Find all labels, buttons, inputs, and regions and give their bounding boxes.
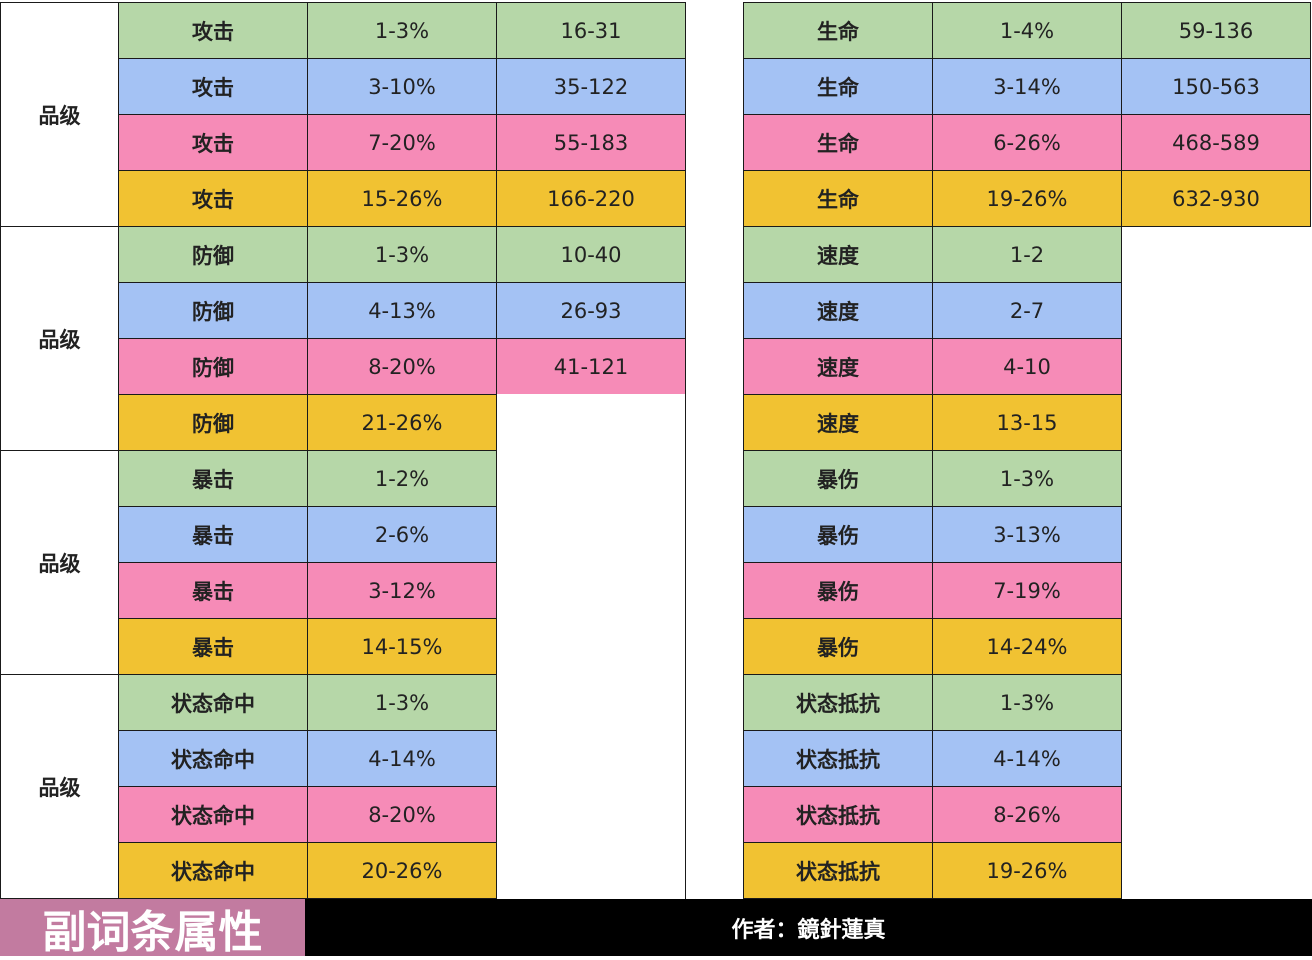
stat-name: 攻击 bbox=[118, 2, 308, 59]
percent-range: 1-4% bbox=[932, 2, 1122, 59]
stat-name: 防御 bbox=[118, 394, 308, 451]
flat-range: 468-589 bbox=[1121, 114, 1311, 171]
percent-range: 3-13% bbox=[932, 506, 1122, 563]
flat-range: 16-31 bbox=[496, 2, 686, 59]
percent-range: 1-3% bbox=[307, 2, 497, 59]
stat-name: 状态命中 bbox=[118, 842, 308, 899]
stat-name: 生命 bbox=[743, 58, 933, 115]
percent-range: 1-3% bbox=[307, 226, 497, 283]
flat-range: 41-121 bbox=[496, 338, 686, 395]
percent-range: 19-26% bbox=[932, 170, 1122, 227]
percent-range: 3-10% bbox=[307, 58, 497, 115]
stat-name: 暴击 bbox=[118, 506, 308, 563]
percent-range: 3-12% bbox=[307, 562, 497, 619]
percent-range: 19-26% bbox=[932, 842, 1122, 899]
stat-name: 速度 bbox=[743, 394, 933, 451]
stat-name: 状态抵抗 bbox=[743, 842, 933, 899]
stat-name: 攻击 bbox=[118, 58, 308, 115]
stat-name: 暴击 bbox=[118, 618, 308, 675]
percent-range: 4-10 bbox=[932, 338, 1122, 395]
stat-name: 暴伤 bbox=[743, 618, 933, 675]
footer-author: 作者：鏡針蓮真 bbox=[731, 917, 886, 943]
percent-range: 15-26% bbox=[307, 170, 497, 227]
stat-name: 状态抵抗 bbox=[743, 786, 933, 843]
empty-cell bbox=[496, 674, 686, 731]
percent-range: 8-26% bbox=[932, 786, 1122, 843]
percent-range: 4-14% bbox=[932, 730, 1122, 787]
flat-range: 166-220 bbox=[496, 170, 686, 227]
stat-name: 状态命中 bbox=[118, 786, 308, 843]
percent-range: 1-2 bbox=[932, 226, 1122, 283]
percent-range: 7-20% bbox=[307, 114, 497, 171]
percent-range: 1-3% bbox=[932, 450, 1122, 507]
stat-name: 暴伤 bbox=[743, 450, 933, 507]
stat-name: 状态抵抗 bbox=[743, 730, 933, 787]
percent-range: 8-20% bbox=[307, 786, 497, 843]
flat-range: 59-136 bbox=[1121, 2, 1311, 59]
stat-name: 防御 bbox=[118, 226, 308, 283]
percent-range: 1-3% bbox=[307, 674, 497, 731]
empty-cell bbox=[496, 730, 686, 787]
empty-cell bbox=[496, 394, 686, 451]
percent-range: 2-6% bbox=[307, 506, 497, 563]
stat-name: 暴伤 bbox=[743, 506, 933, 563]
percent-range: 20-26% bbox=[307, 842, 497, 899]
percent-range: 14-24% bbox=[932, 618, 1122, 675]
flat-range: 26-93 bbox=[496, 282, 686, 339]
grade-label: 品级 bbox=[0, 2, 119, 227]
stat-name: 生命 bbox=[743, 2, 933, 59]
flat-range: 632-930 bbox=[1121, 170, 1311, 227]
empty-cell bbox=[496, 506, 686, 563]
percent-range: 7-19% bbox=[932, 562, 1122, 619]
stat-name: 攻击 bbox=[118, 114, 308, 171]
percent-range: 8-20% bbox=[307, 338, 497, 395]
stat-name: 生命 bbox=[743, 114, 933, 171]
percent-range: 1-3% bbox=[932, 674, 1122, 731]
stat-name: 暴击 bbox=[118, 450, 308, 507]
footer-title: 副词条属性 bbox=[0, 899, 305, 958]
footer-bar bbox=[305, 899, 1312, 956]
percent-range: 14-15% bbox=[307, 618, 497, 675]
empty-cell bbox=[496, 562, 686, 619]
percent-range: 21-26% bbox=[307, 394, 497, 451]
grade-label: 品级 bbox=[0, 674, 119, 899]
stat-name: 状态抵抗 bbox=[743, 674, 933, 731]
flat-range: 150-563 bbox=[1121, 58, 1311, 115]
percent-range: 13-15 bbox=[932, 394, 1122, 451]
percent-range: 6-26% bbox=[932, 114, 1122, 171]
empty-cell bbox=[496, 786, 686, 843]
stat-name: 速度 bbox=[743, 282, 933, 339]
flat-range: 35-122 bbox=[496, 58, 686, 115]
stat-name: 状态命中 bbox=[118, 674, 308, 731]
flat-range: 10-40 bbox=[496, 226, 686, 283]
grade-label: 品级 bbox=[0, 226, 119, 451]
stat-name: 暴击 bbox=[118, 562, 308, 619]
percent-range: 2-7 bbox=[932, 282, 1122, 339]
flat-range: 55-183 bbox=[496, 114, 686, 171]
percent-range: 3-14% bbox=[932, 58, 1122, 115]
stat-name: 防御 bbox=[118, 282, 308, 339]
grade-label: 品级 bbox=[0, 450, 119, 675]
stat-name: 生命 bbox=[743, 170, 933, 227]
percent-range: 1-2% bbox=[307, 450, 497, 507]
stat-name: 状态命中 bbox=[118, 730, 308, 787]
stat-name: 攻击 bbox=[118, 170, 308, 227]
empty-cell bbox=[496, 450, 686, 507]
stat-name: 防御 bbox=[118, 338, 308, 395]
empty-cell bbox=[496, 842, 686, 899]
stat-name: 速度 bbox=[743, 338, 933, 395]
empty-cell bbox=[496, 618, 686, 675]
percent-range: 4-14% bbox=[307, 730, 497, 787]
stat-name: 速度 bbox=[743, 226, 933, 283]
percent-range: 4-13% bbox=[307, 282, 497, 339]
stat-name: 暴伤 bbox=[743, 562, 933, 619]
